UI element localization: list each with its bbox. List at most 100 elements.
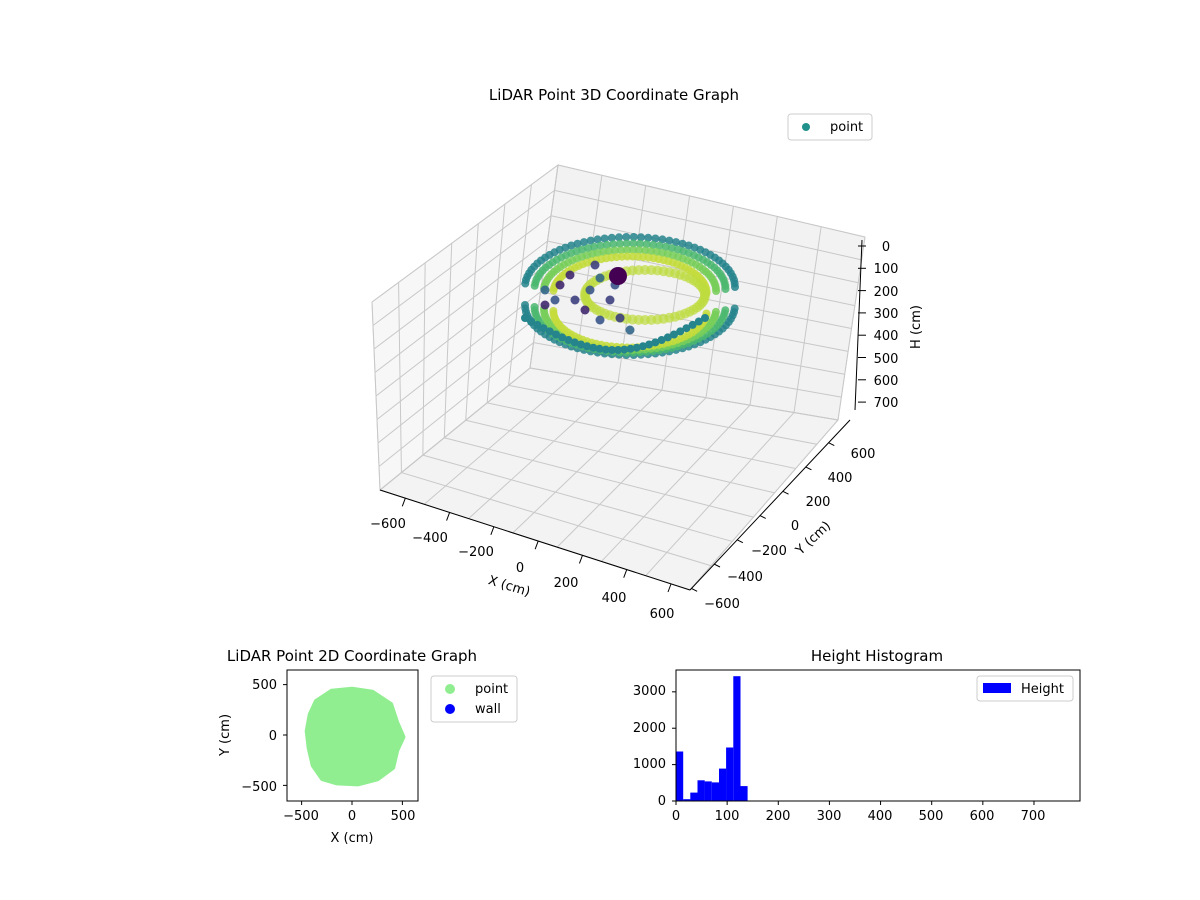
point-marker xyxy=(688,320,697,329)
x-tick-label: 300 xyxy=(817,809,842,824)
point-marker xyxy=(521,314,529,322)
y-tick-label: −600 xyxy=(704,597,740,612)
point-marker xyxy=(533,320,542,329)
legend-label-height: Height xyxy=(1021,682,1064,697)
y-tick-label: 0 xyxy=(269,729,277,744)
y-tick-mark xyxy=(713,563,721,568)
point-marker xyxy=(655,241,664,250)
point-marker xyxy=(539,324,548,333)
point-marker xyxy=(682,324,691,333)
grid-line xyxy=(371,164,559,303)
y-tick-label: 1000 xyxy=(633,757,666,772)
histogram-bar xyxy=(676,751,684,801)
point-marker xyxy=(521,301,529,309)
point-marker xyxy=(580,238,588,247)
point-marker xyxy=(527,317,536,326)
point-marker xyxy=(564,336,573,344)
point-marker xyxy=(595,315,605,325)
histogram-bar xyxy=(740,786,748,801)
z-tick-label: 700 xyxy=(874,396,899,411)
histogram-bars xyxy=(676,676,748,801)
grid-line xyxy=(487,402,796,470)
x-tick-label: −200 xyxy=(458,545,494,560)
x-tick-mark xyxy=(401,498,406,507)
point-marker xyxy=(609,240,618,249)
y-tick-label: 0 xyxy=(791,519,799,534)
grid-line xyxy=(422,454,733,542)
point-marker xyxy=(629,239,638,248)
z-tick-label: 600 xyxy=(874,374,899,389)
chart-histogram: Height Histogram 0 100 200 300 400 500 6… xyxy=(633,647,1081,824)
point-marker xyxy=(570,295,580,305)
point-marker xyxy=(635,246,643,255)
y-tick-label: 600 xyxy=(851,447,876,462)
point-marker xyxy=(550,295,560,305)
point-marker xyxy=(558,333,567,342)
x-tick-label: 0 xyxy=(516,561,524,576)
point-marker xyxy=(649,240,658,249)
x-tick-label: 400 xyxy=(868,809,893,824)
point-marker xyxy=(651,234,660,243)
z-ticks-3d: 0 100 200 300 400 500 600 700 xyxy=(874,240,899,411)
x-tick-mark xyxy=(578,555,583,564)
point-marker xyxy=(678,239,687,248)
point-marker xyxy=(615,233,623,242)
y-tick-label: 500 xyxy=(252,678,277,693)
y-tick-label: −400 xyxy=(727,570,763,585)
point-marker xyxy=(622,233,631,241)
point-marker xyxy=(614,346,623,354)
point-marker xyxy=(570,338,579,347)
point-marker xyxy=(638,342,647,351)
point-marker xyxy=(593,235,602,244)
histogram-ticks xyxy=(672,691,1035,805)
histogram-bar xyxy=(711,782,719,801)
legend-marker-point xyxy=(445,684,455,694)
x-tick-label: 100 xyxy=(715,809,740,824)
x-tick-label: 500 xyxy=(919,809,944,824)
y-tick-mark xyxy=(805,466,812,471)
legend-swatch-height xyxy=(983,683,1011,693)
x-tick-label: 700 xyxy=(1021,809,1046,824)
y-tick-label: −500 xyxy=(241,780,277,795)
grid-line xyxy=(554,189,862,261)
point-marker xyxy=(540,285,550,295)
point-marker xyxy=(602,240,611,249)
point-marker xyxy=(616,239,624,248)
chart-3d: LiDAR Point 3D Coordinate Graph −600 −40… xyxy=(370,86,924,622)
y-tick-label: 2000 xyxy=(633,721,666,736)
point-marker xyxy=(540,300,550,310)
grid-line xyxy=(557,164,866,238)
point-marker xyxy=(595,344,604,353)
y-axis-label-2d: Y (cm) xyxy=(218,714,233,757)
point-marker xyxy=(672,238,680,247)
histogram-title: Height Histogram xyxy=(811,647,943,665)
point-marker xyxy=(573,239,582,248)
point-marker xyxy=(694,317,703,326)
z-tick-label: 400 xyxy=(874,329,899,344)
point-cloud-2d xyxy=(304,686,406,787)
x-axis-line xyxy=(379,489,691,591)
point-marker xyxy=(699,287,710,298)
legend-hist: Height xyxy=(976,675,1074,702)
y-tick-label: 200 xyxy=(806,495,831,510)
point-marker xyxy=(595,273,605,283)
histogram-bar xyxy=(726,747,734,801)
grid-line xyxy=(508,384,817,445)
grid-line xyxy=(375,266,545,397)
grid-line xyxy=(512,389,663,534)
z-tick-label: 100 xyxy=(874,262,899,277)
z-tick-label: 0 xyxy=(882,240,890,255)
grid-line xyxy=(374,240,548,373)
point-marker xyxy=(730,279,739,288)
y-tick-mark xyxy=(759,514,766,519)
x-ticks-3d: −600 −400 −200 0 200 400 600 xyxy=(370,517,674,622)
x-tick-label: 0 xyxy=(672,809,680,824)
point-marker xyxy=(641,246,649,255)
z-axis-label-3d: H (cm) xyxy=(909,305,924,349)
legend-label-wall: wall xyxy=(475,702,501,717)
point-marker xyxy=(626,344,635,353)
point-marker xyxy=(590,242,599,251)
point-cloud-3d xyxy=(521,233,739,359)
point-marker xyxy=(586,236,595,245)
